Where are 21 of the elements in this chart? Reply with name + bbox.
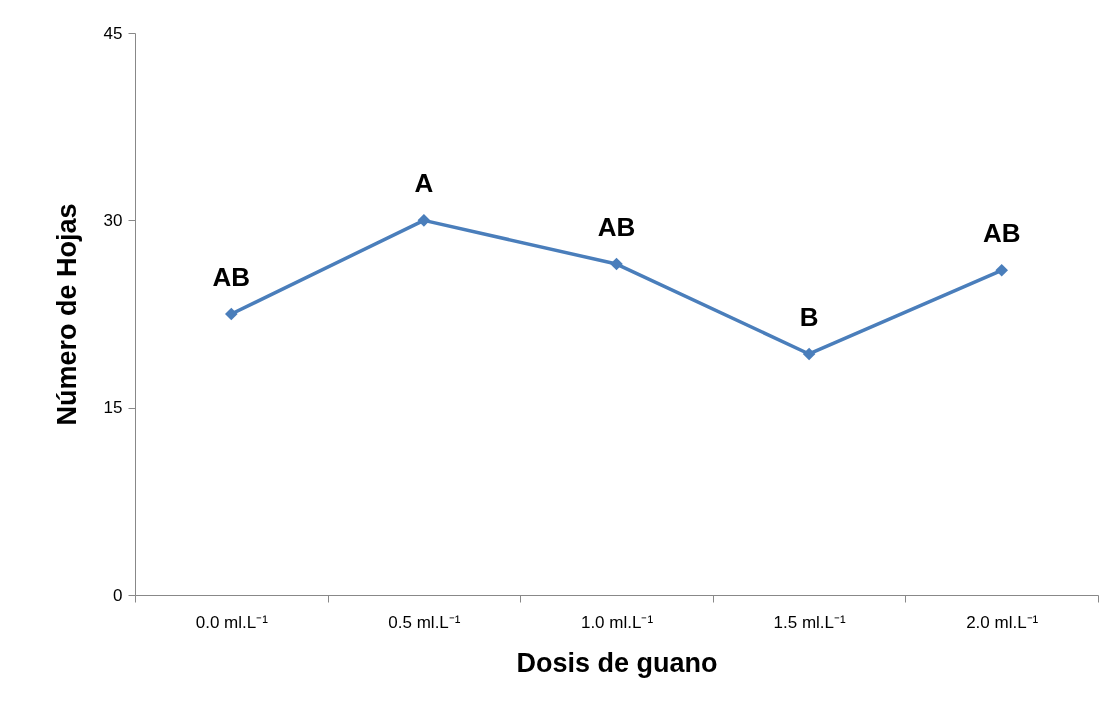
y-axis-title: Número de Hojas bbox=[51, 203, 82, 426]
point bbox=[417, 214, 431, 227]
y-tick-label: 15 bbox=[103, 398, 123, 418]
y-tick-label: 45 bbox=[103, 23, 123, 43]
point bbox=[802, 347, 816, 361]
y-tick-label: 0 bbox=[113, 585, 123, 605]
x-tick-label: 2.0 ml.L⁻¹ bbox=[966, 612, 1039, 632]
point bbox=[995, 263, 1009, 277]
point bbox=[610, 257, 623, 271]
point bbox=[224, 307, 238, 321]
x-tick-label: 1.5 ml.L⁻¹ bbox=[773, 612, 846, 632]
x-tick-label: 1.0 ml.L⁻¹ bbox=[580, 612, 654, 632]
annotation: AB bbox=[212, 262, 251, 292]
annotation: AB bbox=[982, 218, 1021, 249]
annotation: B bbox=[799, 301, 819, 332]
x-tick-label: 0.0 ml.L⁻¹ bbox=[195, 612, 269, 632]
annotation: AB bbox=[597, 212, 636, 243]
x-axis-title: Dosis de guano bbox=[516, 647, 718, 678]
x-tick-label: 0.5 ml.L⁻¹ bbox=[388, 612, 461, 632]
y-tick-label: 30 bbox=[103, 210, 123, 230]
annotation: A bbox=[414, 168, 434, 199]
